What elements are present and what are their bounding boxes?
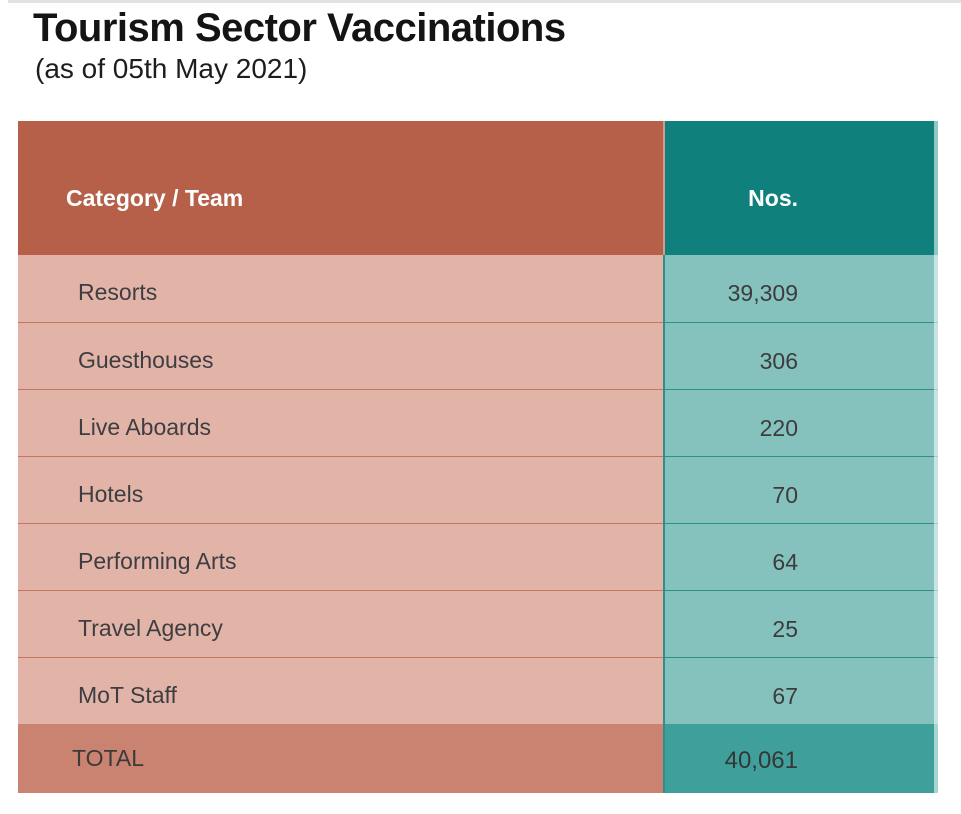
nos-cell: 70 (663, 456, 938, 523)
header-category-cell: Category / Team (18, 121, 663, 255)
nos-cell: 220 (663, 389, 938, 456)
nos-cell: 306 (663, 322, 938, 389)
total-label-cell: TOTAL (18, 724, 663, 793)
category-cell: Live Aboards (18, 389, 663, 456)
category-cell: Hotels (18, 456, 663, 523)
table-total-row: TOTAL 40,061 (18, 724, 938, 793)
category-cell: Travel Agency (18, 590, 663, 657)
vaccinations-table: Category / Team Nos. Resorts 39,309 Gues… (18, 121, 938, 793)
table-row: Resorts 39,309 (18, 255, 938, 322)
category-cell: Guesthouses (18, 322, 663, 389)
total-value-cell: 40,061 (663, 724, 938, 793)
nos-cell: 67 (663, 657, 938, 724)
table-row: Live Aboards 220 (18, 389, 938, 456)
top-edge-divider (8, 0, 961, 3)
table-row: MoT Staff 67 (18, 657, 938, 724)
page-subtitle: (as of 05th May 2021) (35, 53, 308, 84)
category-cell: Resorts (18, 255, 663, 322)
table-header-row: Category / Team Nos. (18, 121, 938, 255)
nos-cell: 25 (663, 590, 938, 657)
nos-cell: 64 (663, 523, 938, 590)
table-row: Hotels 70 (18, 456, 938, 523)
table-row: Performing Arts 64 (18, 523, 938, 590)
page-title: Tourism Sector Vaccinations (33, 6, 566, 50)
header-nos-cell: Nos. (663, 121, 938, 255)
category-cell: Performing Arts (18, 523, 663, 590)
nos-cell: 39,309 (663, 255, 938, 322)
table-row: Travel Agency 25 (18, 590, 938, 657)
category-cell: MoT Staff (18, 657, 663, 724)
table-row: Guesthouses 306 (18, 322, 938, 389)
